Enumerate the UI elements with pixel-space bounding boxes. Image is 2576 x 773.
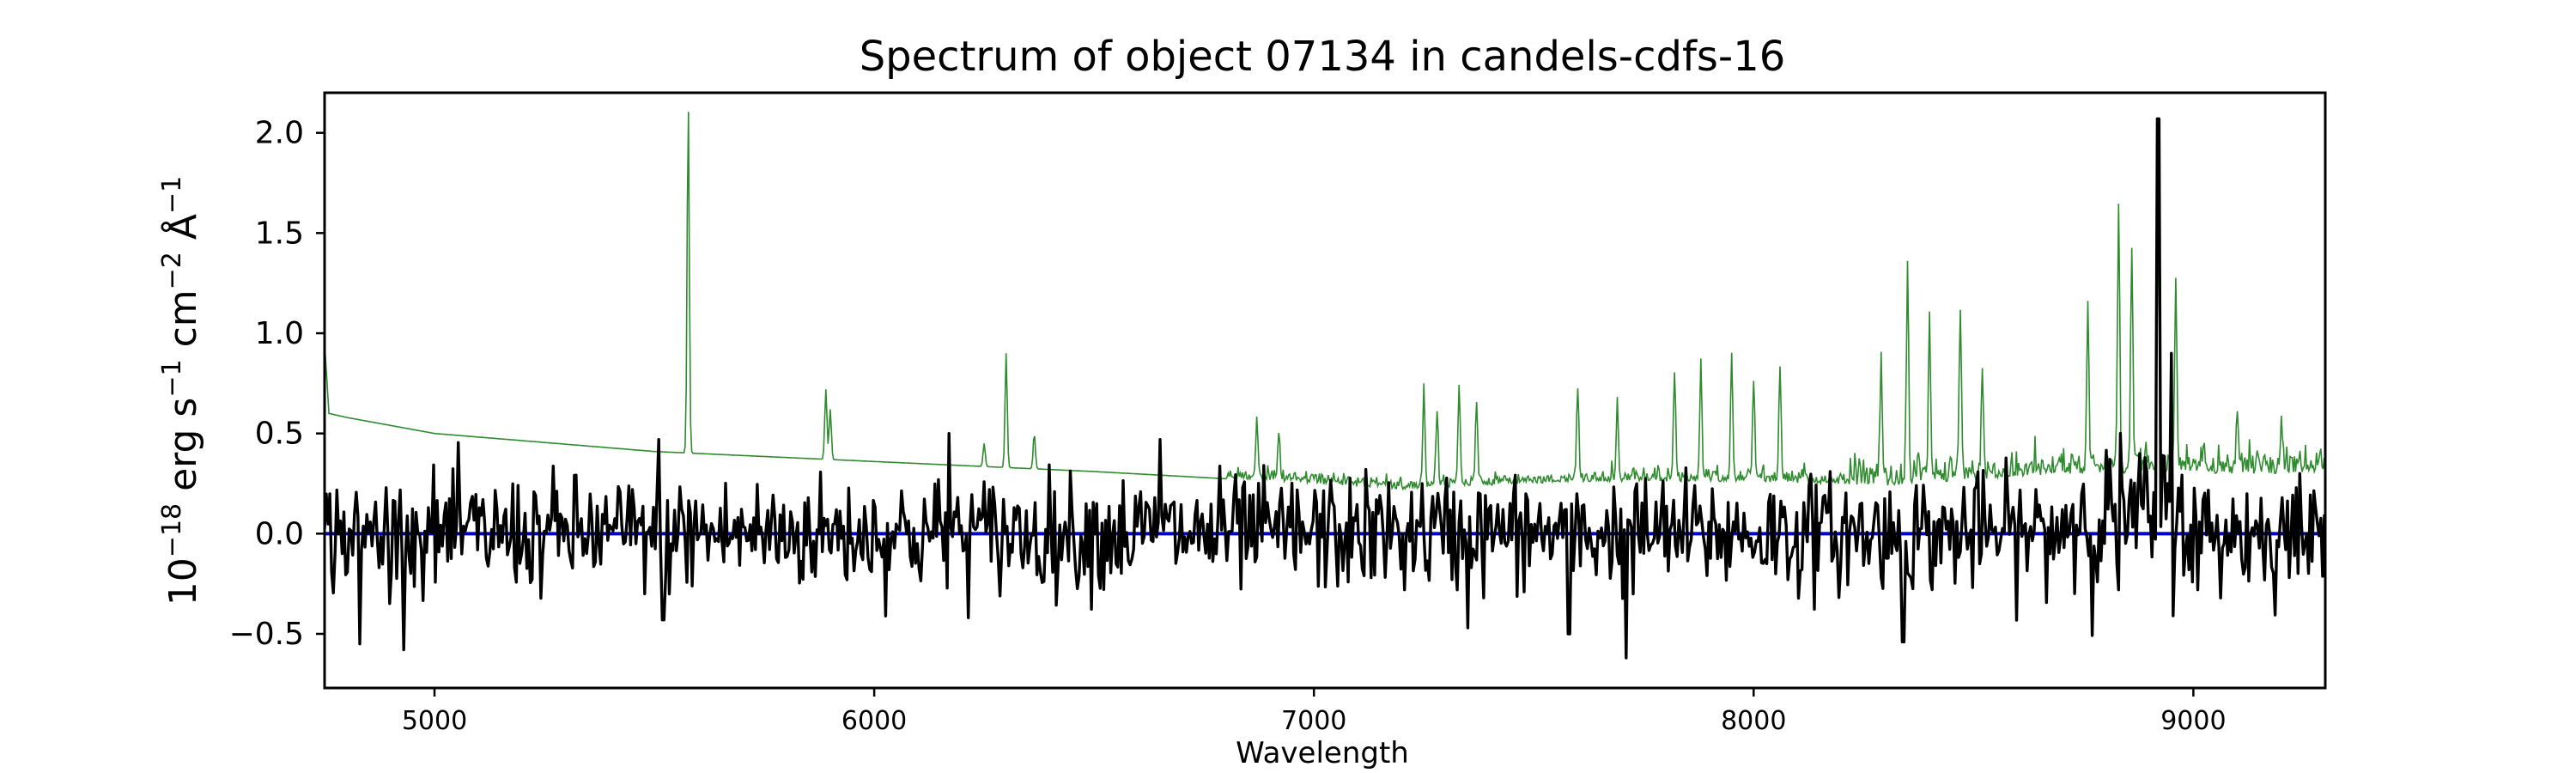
x-axis: 5000 6000 7000 8000 9000 bbox=[402, 688, 2227, 736]
series-object-spectrum bbox=[325, 117, 2325, 660]
y-tick-label: 1.5 bbox=[255, 216, 304, 251]
series-sky-spectrum bbox=[325, 112, 2325, 491]
chart-title: Spectrum of object 07134 in candels-cdfs… bbox=[860, 33, 1786, 81]
x-tick-label: 9000 bbox=[2160, 706, 2226, 736]
y-axis-label: 10−18 erg s−1 cm−2 Å−1 bbox=[157, 176, 205, 606]
plot-area bbox=[325, 112, 2325, 660]
y-tick-label: 2.0 bbox=[255, 116, 304, 151]
y-axis: −0.5 0.0 0.5 1.0 1.5 2.0 bbox=[229, 116, 325, 652]
y-tick-label: 0.5 bbox=[255, 417, 304, 452]
x-tick-label: 6000 bbox=[841, 706, 907, 736]
y-tick-label: 0.0 bbox=[255, 516, 304, 551]
plot-frame bbox=[323, 91, 2327, 690]
x-tick-label: 5000 bbox=[402, 706, 467, 736]
x-axis-label: Wavelength bbox=[1236, 736, 1409, 770]
y-tick-label: −0.5 bbox=[229, 617, 304, 652]
x-tick-label: 7000 bbox=[1281, 706, 1346, 736]
x-tick-label: 8000 bbox=[1721, 706, 1786, 736]
y-tick-label: 1.0 bbox=[255, 316, 304, 351]
